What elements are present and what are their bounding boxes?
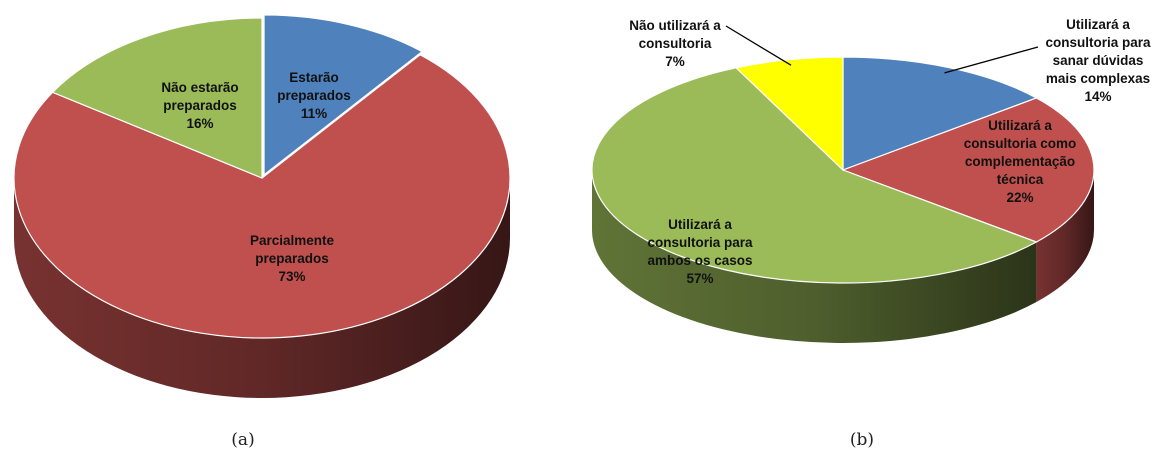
slice-label-line: Utilizará a (668, 217, 732, 232)
slice-percent: 57% (686, 271, 713, 286)
slice-label-0: Estarão preparados 11% (277, 70, 351, 121)
slice-label-line: consultoria (639, 36, 712, 51)
slice-label-line: Utilizará a (988, 118, 1052, 133)
slice-label-2: Utilizará a consultoria para ambos os caso… (647, 217, 753, 286)
slice-label-line: Não estarão (161, 80, 238, 95)
slice-label-1: Parcialmente preparados 73% (250, 233, 335, 284)
pie-chart-b: Utilizará a consultoria para sanar dúvidas… (591, 17, 1151, 343)
slice-label-line: consultoria para (647, 235, 753, 250)
slice-label-1: Utilizará a consultoria como complementaçã… (964, 118, 1077, 205)
slice-percent: 16% (186, 116, 213, 131)
pie-chart-a: Estarão preparados 11% Parcialmente preparad… (13, 14, 511, 398)
slice-label-line: preparados (255, 251, 329, 266)
leader-line-1 (725, 25, 792, 66)
pie-slice-0 (263, 14, 424, 177)
slice-label-line: consultoria como (964, 136, 1077, 151)
slice-label-line: ambos os casos (647, 253, 752, 268)
pie-side-1 (1036, 170, 1094, 303)
slice-label-2: Não estarão preparados 16% (161, 80, 238, 131)
slice-label-0: Utilizará a consultoria para sanar dúvidas… (1045, 17, 1151, 104)
pie-side-2 (592, 170, 1037, 343)
slice-label-line: mais complexas (1046, 71, 1150, 86)
pie-side-1 (14, 178, 510, 398)
slice-label-line: Parcialmente (250, 233, 335, 248)
pie-slice-3 (734, 56, 844, 172)
caption-b: (b) (850, 430, 874, 450)
slice-percent: 73% (278, 269, 305, 284)
slice-label-line: Não utilizará a (629, 18, 721, 33)
slice-label-line: Estarão (289, 70, 339, 85)
slice-label-line: Utilizará a (1066, 17, 1130, 32)
slice-percent: 11% (301, 106, 327, 121)
slice-label-line: complementação (965, 154, 1075, 169)
caption-a: (a) (231, 430, 254, 450)
slice-label-line: sanar dúvidas (1053, 53, 1144, 68)
slice-label-3: Não utilizará a consultoria 7% (629, 18, 721, 69)
slice-label-line: preparados (277, 88, 351, 103)
slice-label-line: consultoria para (1045, 35, 1151, 50)
slice-label-line: técnica (997, 172, 1044, 187)
slice-percent: 7% (665, 54, 685, 69)
slice-percent: 22% (1006, 190, 1033, 205)
pie-slice-0 (842, 56, 1038, 171)
pie-slice-2 (591, 67, 1038, 284)
slice-percent: 14% (1084, 89, 1111, 104)
pie-slice-1 (841, 97, 1095, 243)
slice-label-line: preparados (163, 98, 237, 113)
pie-slice-1 (13, 54, 511, 339)
leader-line-0 (944, 46, 1039, 74)
pie-slice-2 (51, 17, 263, 179)
